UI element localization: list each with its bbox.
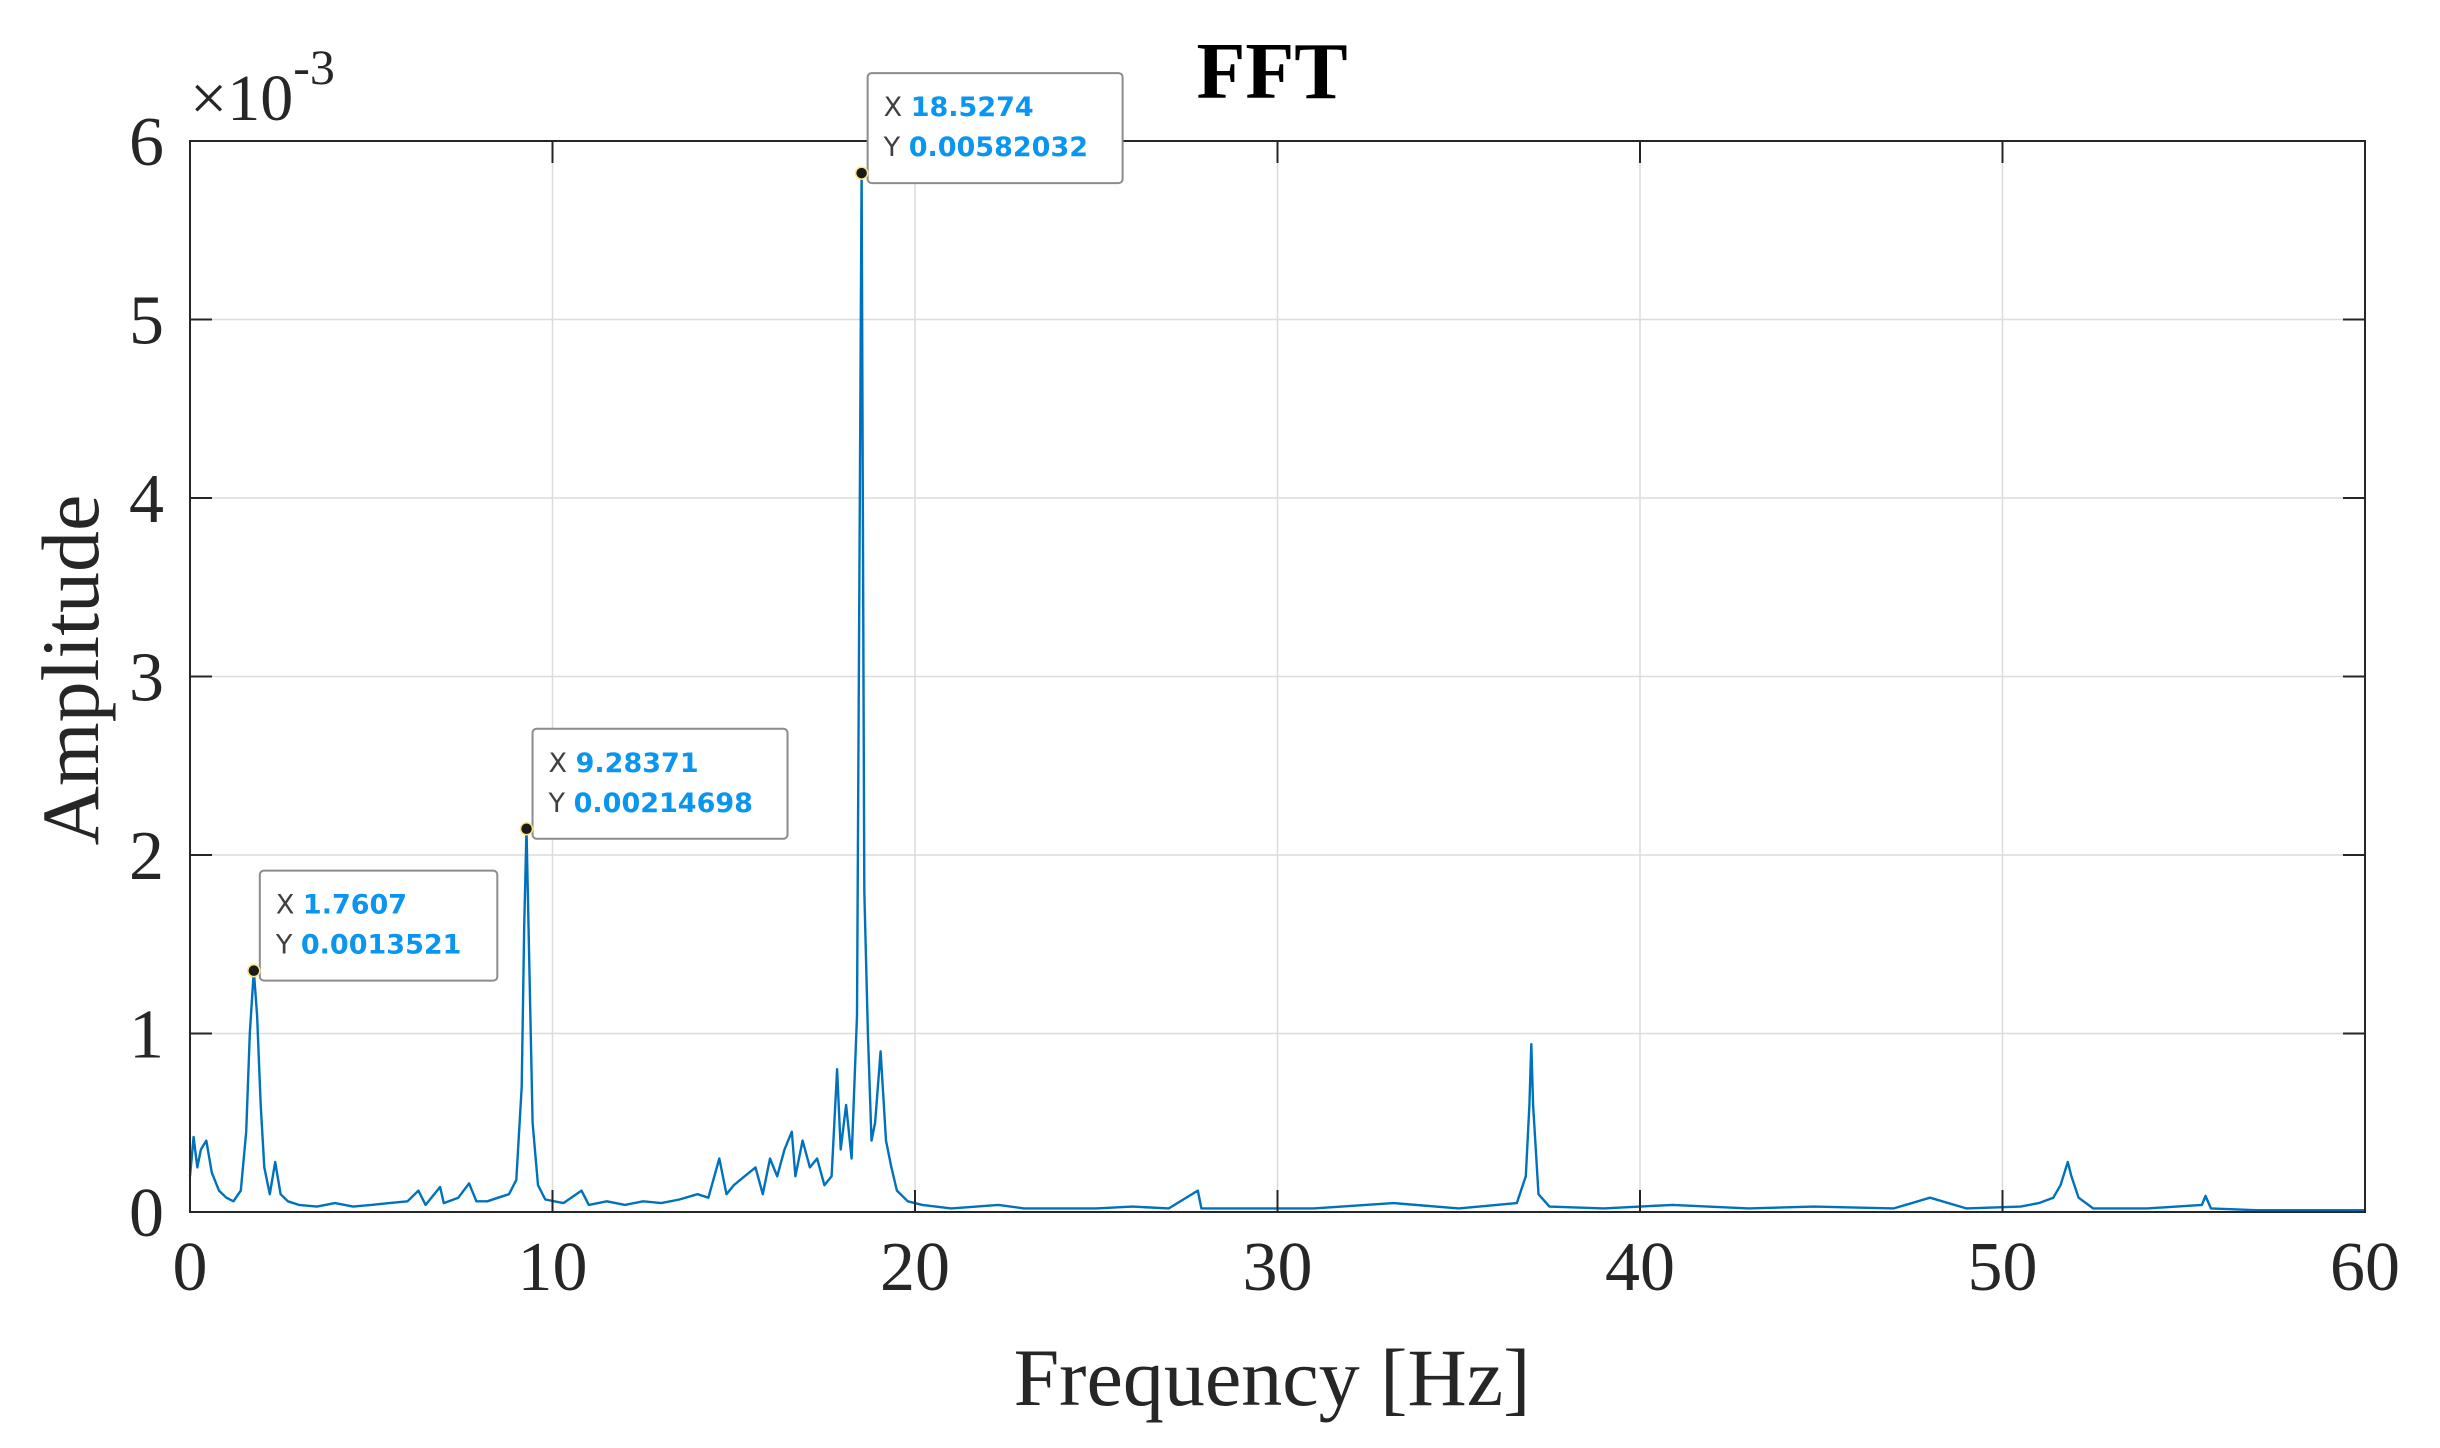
datatip-marker[interactable] — [247, 963, 261, 978]
datatip-x-value: 9.28371 — [576, 748, 699, 779]
y-tick-label: 6 — [129, 104, 164, 181]
y-tick-label: 3 — [129, 640, 164, 717]
datatip-y-row: Y 0.00214698 — [548, 788, 753, 819]
axes-frame — [189, 140, 2366, 1213]
grid-lines — [190, 141, 2365, 1212]
x-tick-label: 30 — [1243, 1229, 1313, 1306]
chart-title: FFT — [1196, 28, 1347, 116]
datatip-y-value: 0.00214698 — [574, 788, 753, 819]
datatip-x-row: X 9.28371 — [549, 748, 699, 779]
datatip-x-label: X — [884, 92, 911, 123]
series-line — [188, 171, 2365, 1212]
datatip-marker[interactable] — [854, 166, 869, 180]
x-tick-label: 60 — [2330, 1229, 2400, 1306]
datatip-x-row: X 1.7607 — [276, 890, 407, 921]
x-axis-label: Frequency [Hz] — [1014, 1332, 1531, 1423]
datatip-box — [531, 727, 789, 840]
x-tick-label: 0 — [173, 1229, 208, 1306]
datatip-x-row: X 18.5274 — [884, 92, 1034, 123]
datatip-x-label: X — [549, 748, 576, 779]
series-group — [188, 171, 2365, 1212]
datatip-x-value: 18.5274 — [911, 92, 1034, 123]
datatip-y-label: Y — [883, 132, 909, 163]
datatip-y-label: Y — [275, 930, 301, 961]
x-tick-label: 40 — [1605, 1229, 1675, 1306]
x-tick-label: 20 — [880, 1229, 950, 1306]
y-tick-label: 2 — [129, 818, 164, 895]
y-tick-label: 0 — [129, 1175, 164, 1252]
datatip-x-value: 1.7607 — [303, 890, 407, 921]
y-tick-label: 1 — [129, 997, 164, 1074]
datatip-y-row: Y 0.00582032 — [883, 132, 1088, 163]
y-tick-label: 5 — [129, 283, 164, 360]
datatip-y-label: Y — [548, 788, 574, 819]
datatip-box — [258, 869, 499, 982]
datatip-x-label: X — [276, 890, 303, 921]
datatip-box — [866, 72, 1124, 185]
tick-labels: 0 10 20 30 40 50 60 0 1 2 3 4 5 6 — [129, 104, 2400, 1306]
datatip-marker[interactable] — [519, 822, 534, 836]
datatip-y-value: 0.00582032 — [909, 132, 1088, 163]
datatip-y-row: Y 0.0013521 — [275, 930, 462, 961]
y-tick-label: 4 — [129, 461, 164, 538]
x-tick-label: 50 — [1968, 1229, 2038, 1306]
x-tick-label: 10 — [518, 1229, 588, 1306]
y-exponent-label: ×10-3 — [190, 39, 335, 135]
datatip-y-value: 0.0013521 — [301, 930, 462, 961]
y-exponent-power: -3 — [293, 39, 335, 95]
y-exponent-base: ×10 — [190, 62, 293, 135]
y-axis-label: Amplitude — [25, 495, 116, 846]
